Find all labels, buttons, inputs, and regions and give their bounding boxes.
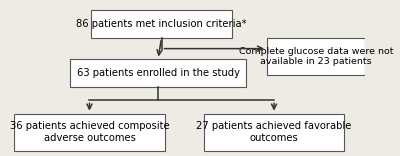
FancyBboxPatch shape — [91, 10, 232, 38]
Text: 27 patients achieved favorable
outcomes: 27 patients achieved favorable outcomes — [196, 121, 352, 143]
FancyBboxPatch shape — [70, 59, 246, 87]
FancyBboxPatch shape — [14, 114, 165, 151]
Text: Complete glucose data were not
available in 23 patients: Complete glucose data were not available… — [239, 47, 394, 66]
Text: 86 patients met inclusion criteria*: 86 patients met inclusion criteria* — [76, 19, 247, 29]
Text: 63 patients enrolled in the study: 63 patients enrolled in the study — [76, 68, 240, 78]
FancyBboxPatch shape — [204, 114, 344, 151]
Text: 36 patients achieved composite
adverse outcomes: 36 patients achieved composite adverse o… — [10, 121, 169, 143]
FancyBboxPatch shape — [267, 38, 366, 75]
